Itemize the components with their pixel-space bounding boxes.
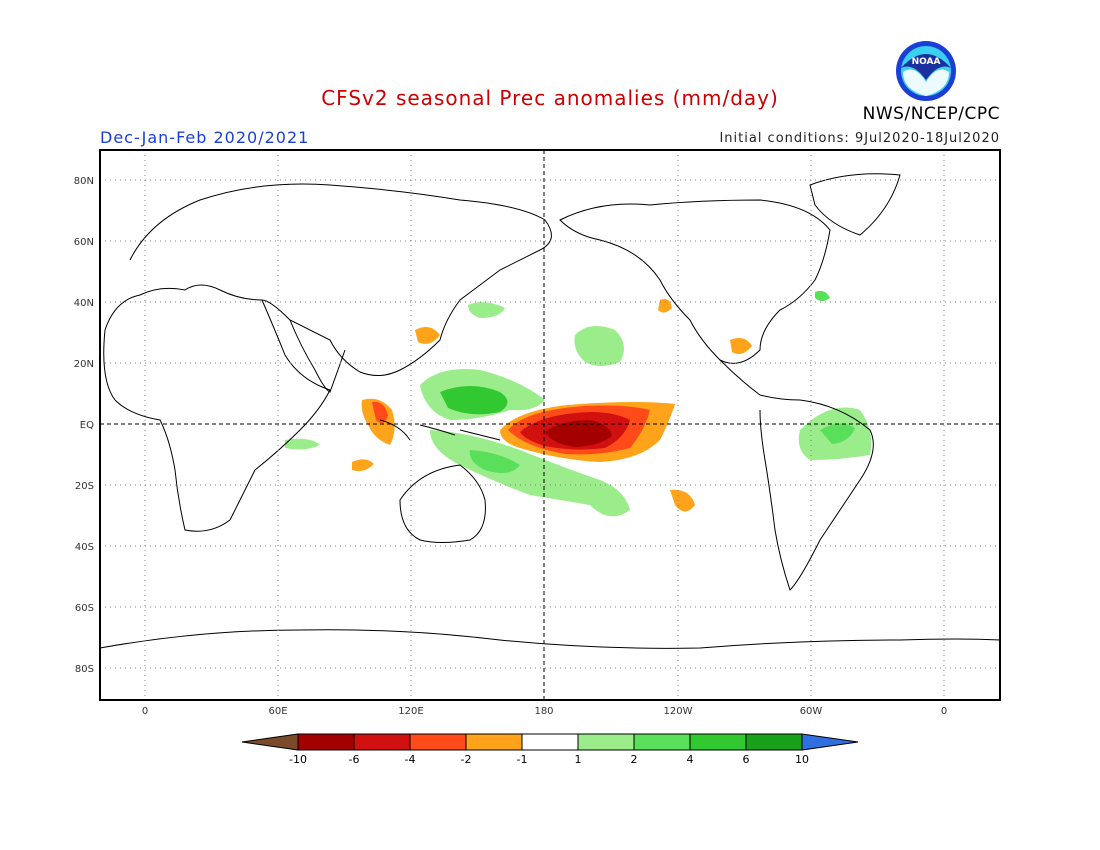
lat-label: 40S <box>75 542 94 553</box>
coast-indonesia <box>379 419 501 441</box>
legend-bin <box>689 733 747 751</box>
legend-bin <box>577 733 635 751</box>
coast-greenland <box>809 173 901 236</box>
anomaly-dry-indian-s <box>352 459 374 472</box>
lat-label: 20S <box>75 481 94 492</box>
coast-eurasia <box>129 183 552 376</box>
lon-axis: 0 60E 120E 180 120W 60W 0 <box>142 706 947 717</box>
lat-label: 60S <box>75 603 94 614</box>
lon-label: 60E <box>268 706 287 717</box>
coast-antarctica <box>99 629 1001 649</box>
initial-conditions-label: Initial conditions: 9Jul2020-18Jul2020 <box>719 131 1000 146</box>
anomaly-dry-baja <box>730 338 752 354</box>
legend-tick-label: 10 <box>795 753 809 766</box>
anomaly-dry-nw-us <box>658 299 672 313</box>
legend-tick-label: -1 <box>517 753 528 766</box>
legend-bin <box>409 733 467 751</box>
lat-label: 80S <box>75 664 94 675</box>
lat-label: 60N <box>74 237 94 248</box>
anomaly-wet-indian <box>285 438 320 450</box>
logo-bird <box>901 54 951 80</box>
agency-label: NWS/NCEP/CPC <box>862 104 1000 124</box>
legend-tick-label: 1 <box>575 753 582 766</box>
anomaly-dry-sumatra-core <box>372 401 388 424</box>
coast-australia <box>399 464 486 543</box>
legend-bin <box>297 733 355 751</box>
legend-bin <box>465 733 523 751</box>
coast-north-america <box>559 199 831 364</box>
legend-bin <box>801 733 859 751</box>
lat-label: 80N <box>74 176 94 187</box>
noaa-logo: NOAA <box>896 41 956 101</box>
legend-tick-label: -10 <box>289 753 307 766</box>
legend-tick-label: 4 <box>687 753 694 766</box>
lon-label: 120W <box>664 706 693 717</box>
coastlines <box>99 173 1001 649</box>
logo-text: NOAA <box>912 57 941 67</box>
coast-south-america <box>719 359 874 591</box>
legend-bin <box>241 733 299 751</box>
map-frame <box>99 149 1001 701</box>
legend-tick-label: 6 <box>743 753 750 766</box>
lon-label: 180 <box>534 706 553 717</box>
lon-label: 120E <box>398 706 423 717</box>
season-label: Dec-Jan-Feb 2020/2021 <box>100 128 310 147</box>
lat-label: 40N <box>74 298 94 309</box>
grid-lines <box>100 150 1000 700</box>
anomaly-wet-npac <box>574 326 624 366</box>
legend-bin <box>353 733 411 751</box>
lon-label: 60W <box>800 706 823 717</box>
lat-axis: 80N 60N 40N 20N EQ 20S 40S 60S 80S <box>74 176 94 675</box>
anomaly-dry-pacific-peak <box>545 420 612 447</box>
coast-india <box>289 319 346 393</box>
logo-wave <box>903 69 949 96</box>
legend-tick-label: -6 <box>349 753 360 766</box>
anomaly-wet-japan <box>468 302 505 318</box>
legend-bin <box>521 733 579 751</box>
anomaly-wet-amazon-core <box>820 423 855 444</box>
legend-tick-label: -4 <box>405 753 416 766</box>
anomaly-wet-spcz-core <box>469 450 520 474</box>
legend-tick-label: -2 <box>461 753 472 766</box>
lon-label: 0 <box>142 706 148 717</box>
legend-bin <box>633 733 691 751</box>
anomaly-dry-china <box>415 326 440 344</box>
coast-africa-europe <box>103 284 331 532</box>
chart-title: CFSv2 seasonal Prec anomalies (mm/day) <box>321 86 779 110</box>
lat-label: 20N <box>74 359 94 370</box>
anomaly-wet-westpac-core <box>440 386 508 415</box>
legend-bin <box>745 733 803 751</box>
anomaly-wet-atlantic <box>815 290 830 301</box>
lat-label: EQ <box>80 420 94 431</box>
anomaly-fields <box>285 290 872 517</box>
anomaly-dry-southpac <box>670 489 695 512</box>
legend-tick-label: 2 <box>631 753 638 766</box>
lon-label: 0 <box>941 706 947 717</box>
color-legend: -10 -6 -4 -2 -1 1 2 4 6 10 <box>241 733 859 766</box>
